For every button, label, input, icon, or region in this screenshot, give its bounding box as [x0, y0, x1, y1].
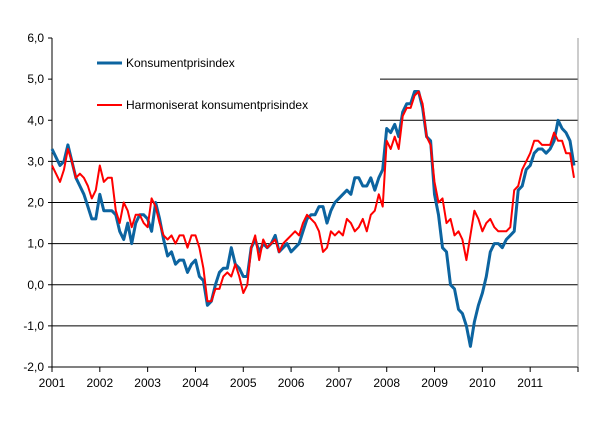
y-tick-label: 4,0	[27, 113, 44, 127]
series-line-hicp	[51, 90, 575, 303]
y-tick-label: 3,0	[27, 154, 44, 168]
legend-label: Harmoniserat konsumentprisindex	[126, 98, 308, 112]
x-tick-label: 2008	[373, 376, 400, 390]
y-tick-label: 5,0	[27, 72, 44, 86]
y-tick-label: -1,0	[23, 319, 44, 333]
x-tick-label: 2003	[134, 376, 161, 390]
x-tick-label: 2006	[278, 376, 305, 390]
y-tick-label: 2,0	[27, 196, 44, 210]
y-tick-label: 1,0	[27, 237, 44, 251]
series-line-kpi	[50, 90, 576, 348]
legend-label: Konsumentprisindex	[126, 56, 235, 70]
x-tick-label: 2002	[86, 376, 113, 390]
x-tick-label: 2007	[326, 376, 353, 390]
x-tick-label: 2001	[39, 376, 66, 390]
y-tick-label: 6,0	[27, 31, 44, 45]
x-tick-label: 2009	[421, 376, 448, 390]
x-tick-label: 2004	[182, 376, 209, 390]
y-tick-label: -2,0	[23, 360, 44, 374]
x-tick-label: 2005	[230, 376, 257, 390]
x-tick-label: 2010	[469, 376, 496, 390]
x-tick-label: 2011	[517, 376, 543, 390]
y-tick-label: 0,0	[27, 278, 44, 292]
